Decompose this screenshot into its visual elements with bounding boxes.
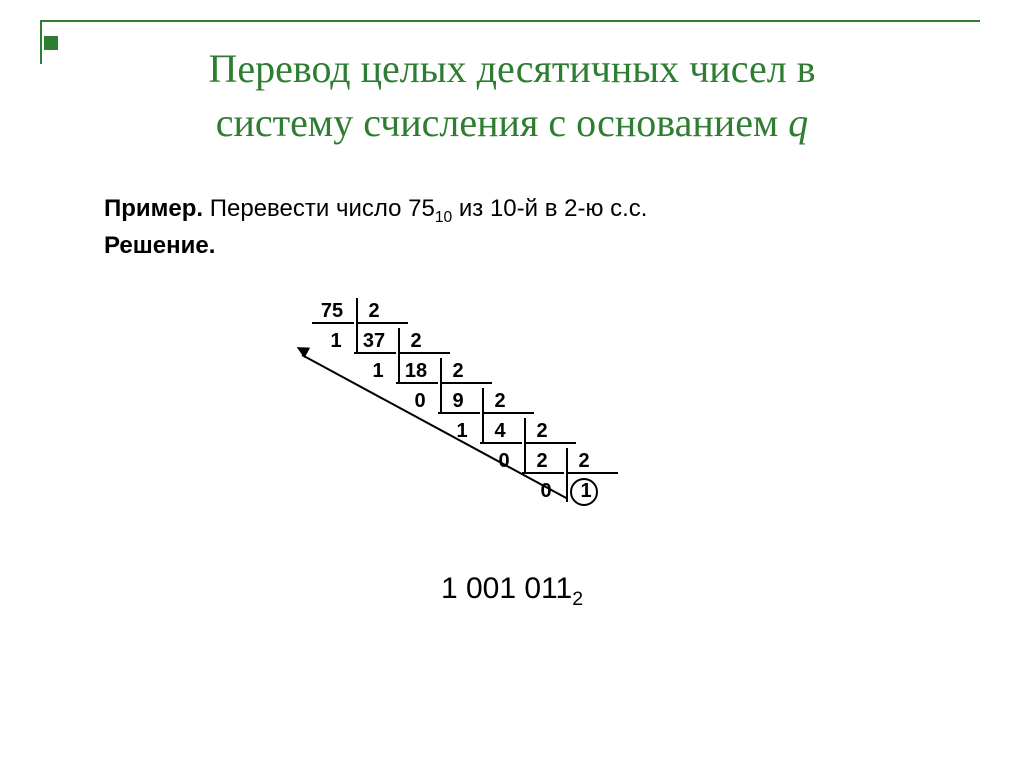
- ladder-divisor-2: 2: [446, 360, 470, 383]
- ladder-dividend-1: 37: [356, 330, 392, 353]
- ladder-under-dividend-3: [438, 412, 480, 414]
- ladder-dividend-4: 4: [482, 420, 518, 443]
- answer-subscript: 2: [572, 588, 583, 610]
- ladder-divisor-0: 2: [362, 300, 386, 323]
- ladder-hline-3: [482, 412, 534, 414]
- ladder-remainder-2: 0: [408, 390, 432, 413]
- ladder-hline-4: [524, 442, 576, 444]
- ladder-hline-1: [398, 352, 450, 354]
- example-sub-10: 10: [435, 209, 452, 226]
- ladder-dividend-0: 75: [314, 300, 350, 323]
- example-label: Пример.: [104, 195, 203, 222]
- example-text-before: Перевести число 75: [203, 195, 435, 222]
- ladder-remainder-1: 1: [366, 360, 390, 383]
- ladder-divisor-4: 2: [530, 420, 554, 443]
- answer-value: 1 001 011: [441, 572, 572, 605]
- ladder-hline-2: [440, 382, 492, 384]
- ladder-vline-5: [566, 448, 568, 502]
- page-title: Перевод целых десятичных чисел в систему…: [0, 42, 1024, 150]
- ladder-under-dividend-0: [312, 322, 354, 324]
- ladder-dividend-3: 9: [440, 390, 476, 413]
- ladder-remainder-0: 1: [324, 330, 348, 353]
- ladder-divisor-5: 2: [572, 450, 596, 473]
- ladder-under-dividend-2: [396, 382, 438, 384]
- ladder-arrow-line: [302, 354, 569, 500]
- ladder-final-circle: [570, 478, 598, 506]
- answer-line: 1 001 0112: [0, 572, 1024, 611]
- example-block: Пример. Перевести число 7510 из 10-й в 2…: [104, 192, 924, 264]
- ladder-arrow-head-icon: [294, 342, 310, 358]
- ladder-hline-0: [356, 322, 408, 324]
- ladder-hline-5: [566, 472, 618, 474]
- solution-label: Решение.: [104, 232, 215, 259]
- title-line2-prefix: систему счисления с основанием: [216, 100, 789, 145]
- ladder-divisor-3: 2: [488, 390, 512, 413]
- example-text-after: из 10-й в 2-ю с.с.: [452, 195, 647, 222]
- ladder-under-dividend-1: [354, 352, 396, 354]
- ladder-divisor-1: 2: [404, 330, 428, 353]
- title-line1: Перевод целых десятичных чисел в: [208, 46, 815, 91]
- title-variable-q: q: [788, 100, 808, 145]
- ladder-dividend-2: 18: [398, 360, 434, 383]
- frame-top-line: [40, 20, 980, 22]
- ladder-dividend-5: 2: [524, 450, 560, 473]
- ladder-under-dividend-5: [522, 472, 564, 474]
- ladder-under-dividend-4: [480, 442, 522, 444]
